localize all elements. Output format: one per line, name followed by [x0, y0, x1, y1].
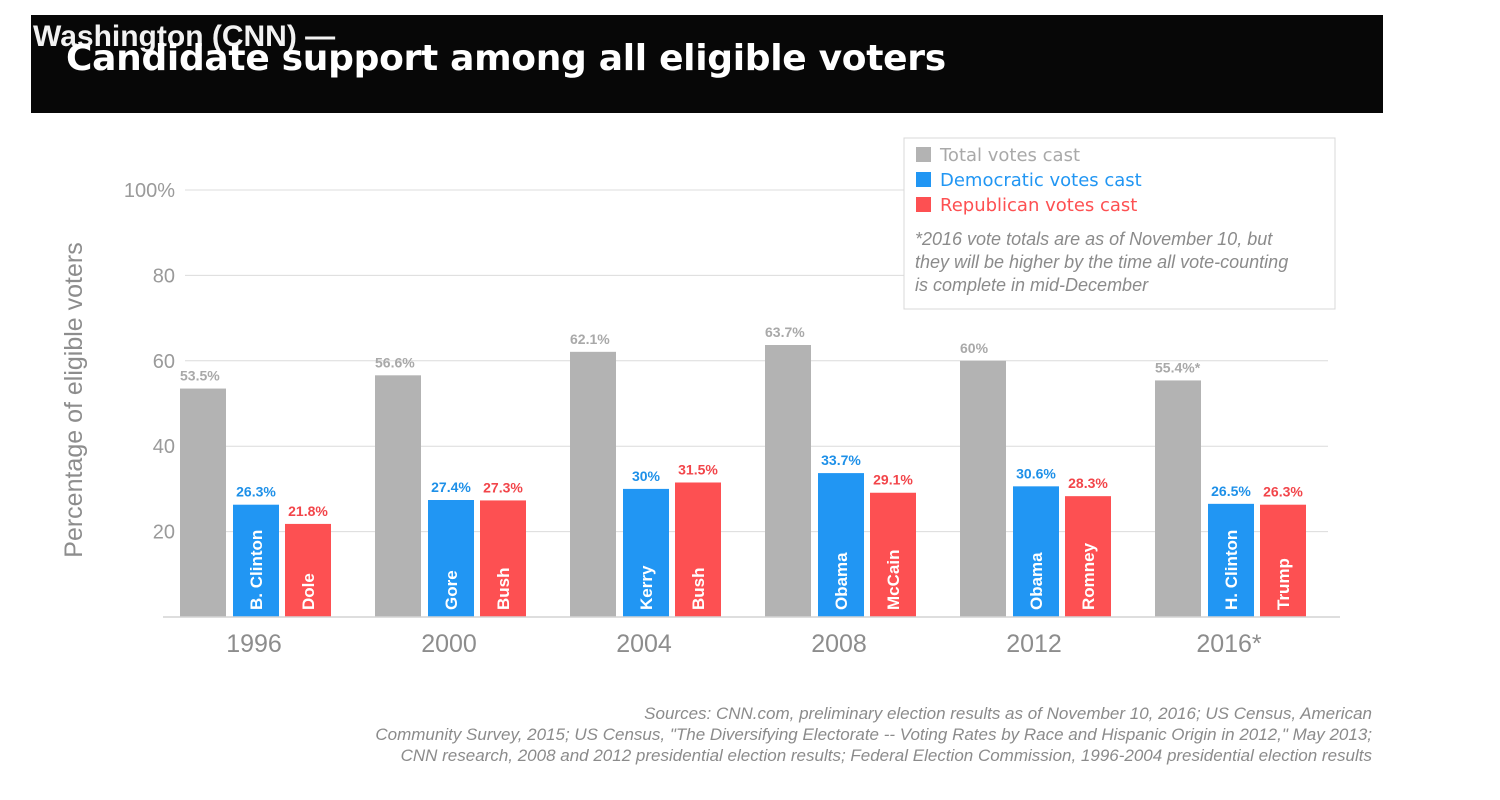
- data-label: 33.7%: [821, 452, 861, 468]
- candidate-label: Romney: [1079, 542, 1098, 610]
- legend-swatch: [916, 197, 931, 212]
- y-tick-label: 60: [153, 351, 175, 373]
- overlay-caption: Washington (CNN) —: [33, 20, 336, 53]
- data-label: 30%: [632, 468, 661, 484]
- candidate-label: Kerry: [637, 565, 656, 610]
- data-label: 56.6%: [375, 354, 415, 370]
- bar-total: [765, 345, 811, 617]
- data-label: 31.5%: [678, 461, 718, 477]
- candidate-label: McCain: [884, 550, 903, 610]
- bar-republican: [1065, 496, 1111, 617]
- bar-democratic: [1013, 486, 1059, 617]
- x-tick-label: 2016*: [1196, 630, 1262, 658]
- candidate-label: Bush: [689, 568, 708, 611]
- data-label: 60%: [960, 340, 989, 356]
- bar-total: [180, 388, 226, 617]
- data-label: 21.8%: [288, 503, 328, 519]
- sources-line: CNN research, 2008 and 2012 presidential…: [400, 746, 1372, 765]
- bar-republican: [675, 482, 721, 617]
- data-label: 29.1%: [873, 472, 913, 488]
- data-label: 63.7%: [765, 324, 805, 340]
- data-label: 26.3%: [1263, 484, 1303, 500]
- data-label: 28.3%: [1068, 475, 1108, 491]
- data-label: 53.5%: [180, 368, 220, 384]
- candidate-label: Dole: [299, 573, 318, 610]
- chart-title: Candidate support among all eligible vot…: [66, 38, 946, 79]
- legend-label: Democratic votes cast: [940, 170, 1142, 191]
- data-label: 26.5%: [1211, 483, 1251, 499]
- legend: [903, 137, 1336, 310]
- bar-republican: [1260, 504, 1306, 617]
- sources-line: Sources: CNN.com, preliminary election r…: [644, 704, 1372, 723]
- candidate-label: Obama: [1027, 552, 1046, 610]
- bar-democratic: [818, 473, 864, 617]
- x-tick-label: 2008: [811, 630, 867, 658]
- candidate-label: Bush: [494, 568, 513, 611]
- bar-democratic: [623, 488, 669, 617]
- y-tick-label: 100%: [124, 180, 175, 202]
- x-tick-label: 1996: [226, 630, 282, 658]
- candidate-label: Trump: [1274, 558, 1293, 610]
- data-label: 62.1%: [570, 331, 610, 347]
- candidate-label: Gore: [442, 570, 461, 610]
- bar-republican: [870, 492, 916, 617]
- bar-democratic: [233, 504, 279, 617]
- y-tick-label: 80: [153, 265, 175, 287]
- y-axis-title: Percentage of eligible voters: [60, 242, 88, 557]
- bar-total: [570, 351, 616, 617]
- sources-line: Community Survey, 2015; US Census, "The …: [375, 725, 1372, 744]
- y-tick-label: 20: [153, 522, 175, 544]
- bar-democratic: [1208, 503, 1254, 617]
- bar-republican: [480, 500, 526, 617]
- x-tick-label: 2012: [1006, 630, 1062, 658]
- bar-total: [960, 360, 1006, 617]
- bar-democratic: [428, 500, 474, 617]
- legend-label: Republican votes cast: [940, 195, 1137, 216]
- data-label: 27.4%: [431, 479, 471, 495]
- bar-total: [375, 375, 421, 617]
- candidate-label: B. Clinton: [247, 530, 266, 610]
- legend-note: *2016 vote totals are as of November 10,…: [915, 229, 1273, 249]
- sources-note: Sources: CNN.com, preliminary election r…: [272, 703, 1372, 766]
- data-label: 55.4%*: [1155, 359, 1201, 375]
- bar-republican: [285, 523, 331, 617]
- bar-total: [1155, 380, 1201, 617]
- legend-swatch: [916, 147, 931, 162]
- title-banner: [31, 15, 1383, 113]
- data-label: 26.3%: [236, 484, 276, 500]
- legend-label: Total votes cast: [939, 145, 1080, 166]
- x-tick-label: 2004: [616, 630, 672, 658]
- data-label: 27.3%: [483, 479, 523, 495]
- x-tick-label: 2000: [421, 630, 477, 658]
- candidate-label: Obama: [832, 552, 851, 610]
- candidate-label: H. Clinton: [1222, 530, 1241, 610]
- y-tick-label: 40: [153, 436, 175, 458]
- legend-note: is complete in mid-December: [915, 275, 1149, 295]
- data-label: 30.6%: [1016, 465, 1056, 481]
- legend-note: they will be higher by the time all vote…: [915, 252, 1288, 272]
- legend-swatch: [916, 172, 931, 187]
